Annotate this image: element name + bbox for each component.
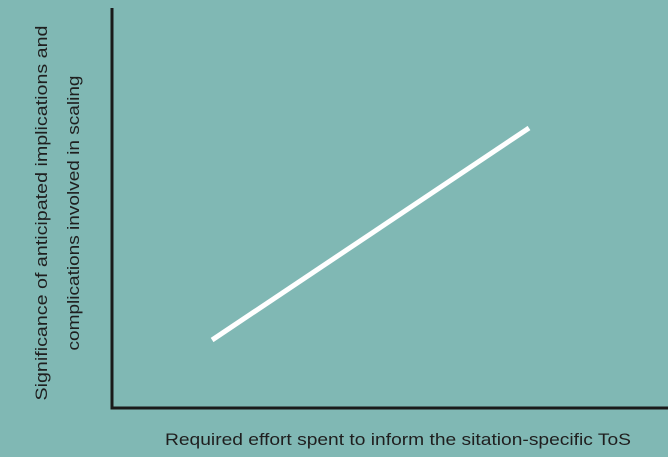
series-line-1 — [210, 125, 531, 343]
y-axis-label: Significance of anticipated implications… — [32, 26, 83, 401]
y-axis-label-line-2: complications involved in scaling — [64, 76, 83, 351]
x-axis-label: Required effort spent to inform the sita… — [165, 430, 631, 449]
series-layer — [210, 125, 531, 343]
y-axis-label-line-1: Significance of anticipated implications… — [32, 26, 51, 401]
